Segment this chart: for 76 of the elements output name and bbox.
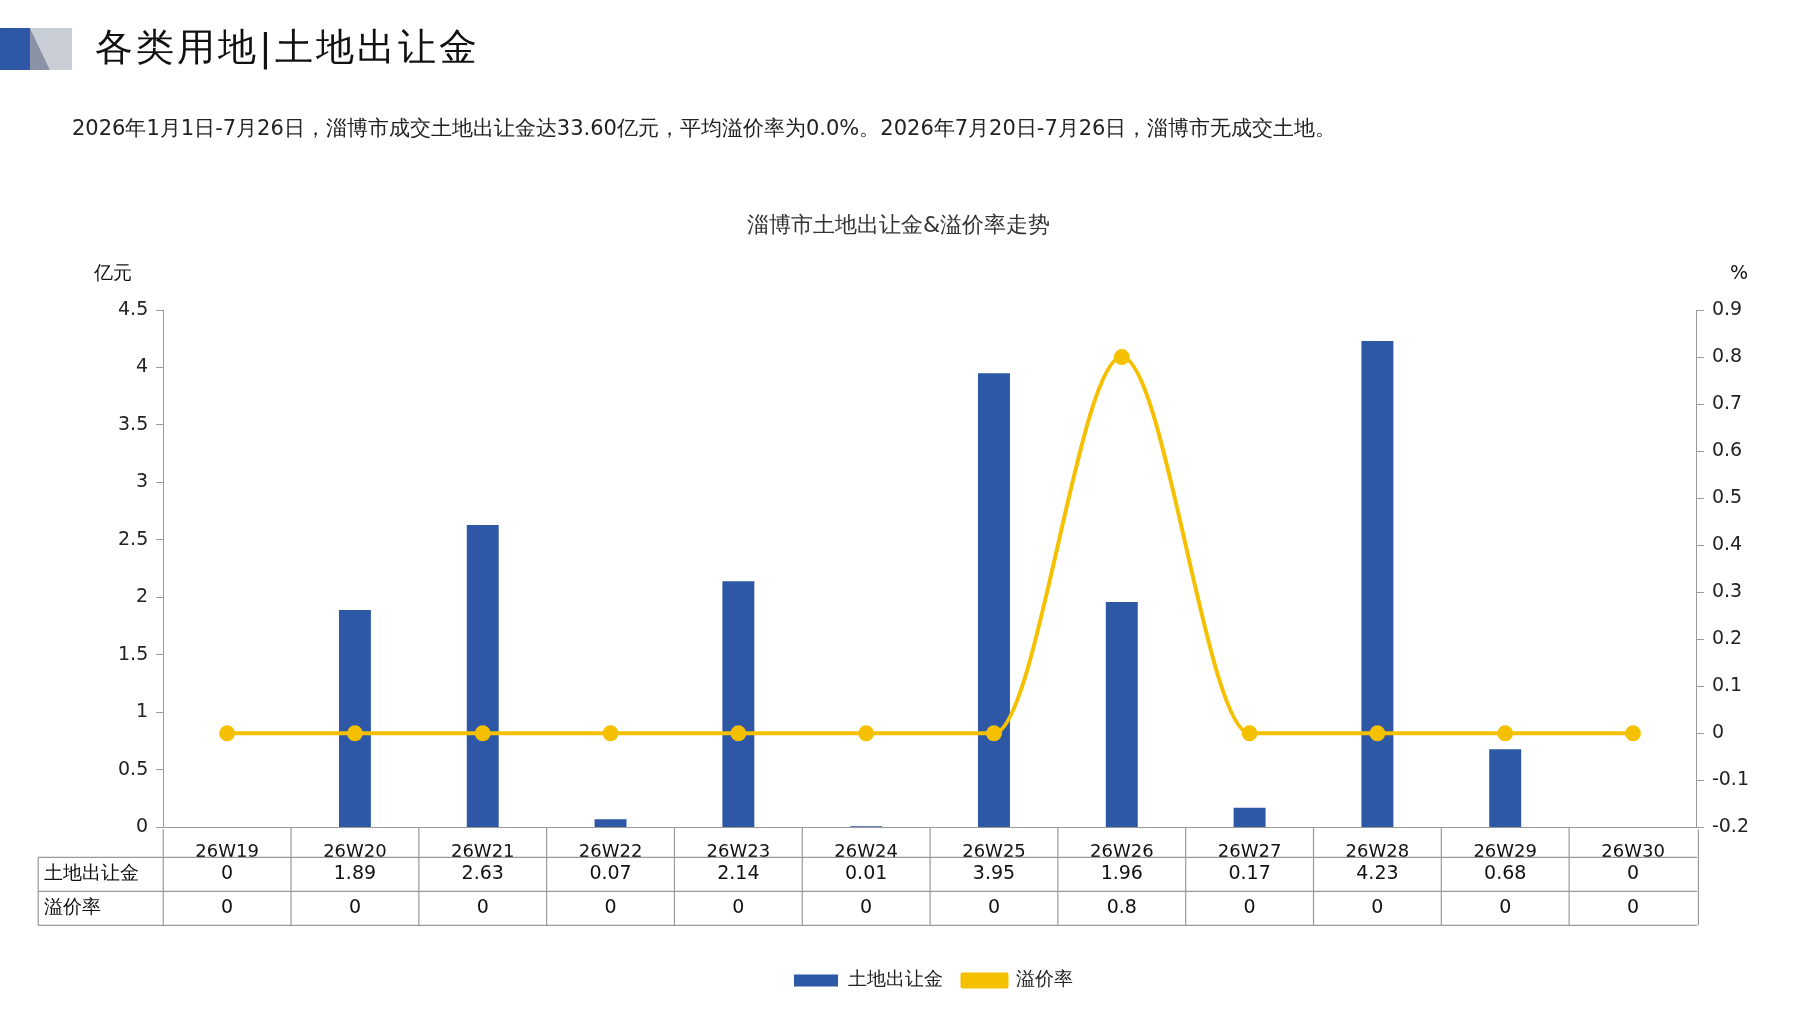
chart-title: 各类用地|土地出让金 <box>95 24 480 72</box>
bar <box>1361 341 1394 827</box>
data-label: 0 <box>604 895 617 918</box>
data-label: 0 <box>732 895 745 918</box>
data-label: 0 <box>1371 895 1384 918</box>
y-tick-label: 3.5 <box>118 411 149 434</box>
data-label: 4.23 <box>1356 861 1399 884</box>
y2-tick-label: 0.1 <box>1711 673 1743 696</box>
text: 溢价率 <box>44 895 102 918</box>
y2-tick-label: 0.9 <box>1711 296 1743 319</box>
legend-label: 溢价率 <box>1016 967 1073 990</box>
chart-subtitle: 2026年1月1日-7月26日，淄博市成交土地出让金达33.60亿元，平均溢价率为0.0%。2026年7月20日-7月26日，淄博市无成交土地。 <box>72 115 1337 142</box>
x-tick-label: 26W28 <box>1345 839 1410 861</box>
data-label: 0 <box>221 895 234 918</box>
x-tick-label: 26W26 <box>1089 839 1154 861</box>
y-tick-label: 2.5 <box>118 526 149 549</box>
x-tick-label: 26W27 <box>1217 839 1282 861</box>
x-tick-label: 26W29 <box>1473 839 1538 861</box>
y-tick-label: 1 <box>136 699 149 722</box>
y2-tick-label: -0.1 <box>1711 767 1750 790</box>
data-label: 0.8 <box>1106 895 1137 918</box>
y-tick-label: 1.5 <box>118 641 149 664</box>
y2-tick-label: 0 <box>1711 720 1725 743</box>
bar <box>1489 749 1522 827</box>
data-label: 0 <box>987 895 1001 918</box>
x-tick-label: 26W24 <box>834 839 898 861</box>
data-label: 2.14 <box>717 861 760 884</box>
data-label: 0 <box>1626 895 1640 918</box>
y-axis-title: 亿元 <box>93 261 133 284</box>
x-tick-label: 26W21 <box>450 839 515 861</box>
x-tick-label: 26W25 <box>962 839 1026 861</box>
data-label: 3.95 <box>972 861 1016 884</box>
y2-tick-label: 0.4 <box>1711 532 1743 555</box>
text: 淄博市土地出让金&溢价率走势 <box>745 211 1052 239</box>
x-tick-label: 26W22 <box>578 839 643 861</box>
bar <box>978 373 1010 827</box>
data-label: 0 <box>1626 861 1640 884</box>
bar <box>594 819 627 827</box>
y-tick-label: 4 <box>136 354 149 377</box>
data-label: 0 <box>221 861 234 884</box>
data-label: 2.63 <box>461 861 504 884</box>
data-label: 1.96 <box>1100 861 1143 884</box>
data-label: 0.17 <box>1228 861 1271 884</box>
data-label: 0.01 <box>845 861 888 884</box>
text: 土地出让金 <box>44 861 140 884</box>
y2-axis-title: % <box>1729 261 1748 284</box>
data-label: 0 <box>476 895 489 918</box>
data-label: 0 <box>1243 895 1256 918</box>
y-tick-label: 3 <box>136 469 149 492</box>
data-label: 0.07 <box>589 861 632 884</box>
legend-label: 土地出让金 <box>847 967 943 990</box>
y2-tick-label: 0.3 <box>1711 579 1743 602</box>
bar <box>1105 602 1138 827</box>
data-label: 0 <box>860 895 873 918</box>
data-label: 0 <box>348 895 361 918</box>
y-tick-label: 4.5 <box>118 296 149 319</box>
x-tick-label: 26W23 <box>706 839 771 861</box>
x-tick-label: 26W19 <box>195 839 259 861</box>
bar <box>722 581 755 827</box>
y-tick-label: 0 <box>136 814 149 837</box>
x-tick-label: 26W20 <box>323 839 387 861</box>
x-tick-label: 26W30 <box>1601 839 1665 861</box>
bar <box>466 525 499 827</box>
bar <box>338 610 371 827</box>
bar <box>1233 807 1266 827</box>
y2-tick-label: 0.5 <box>1711 485 1743 508</box>
y-tick-label: 0.5 <box>118 756 149 779</box>
y2-tick-label: -0.2 <box>1711 814 1750 837</box>
data-label: 1.89 <box>333 861 377 884</box>
y2-tick-label: 0.7 <box>1711 391 1743 414</box>
data-label: 0 <box>1499 895 1512 918</box>
y2-tick-label: 0.6 <box>1711 438 1743 461</box>
y-tick-label: 2 <box>136 584 149 607</box>
y2-tick-label: 0.8 <box>1711 343 1743 366</box>
data-label: 0.68 <box>1484 861 1527 884</box>
y2-tick-label: 0.2 <box>1711 626 1743 649</box>
